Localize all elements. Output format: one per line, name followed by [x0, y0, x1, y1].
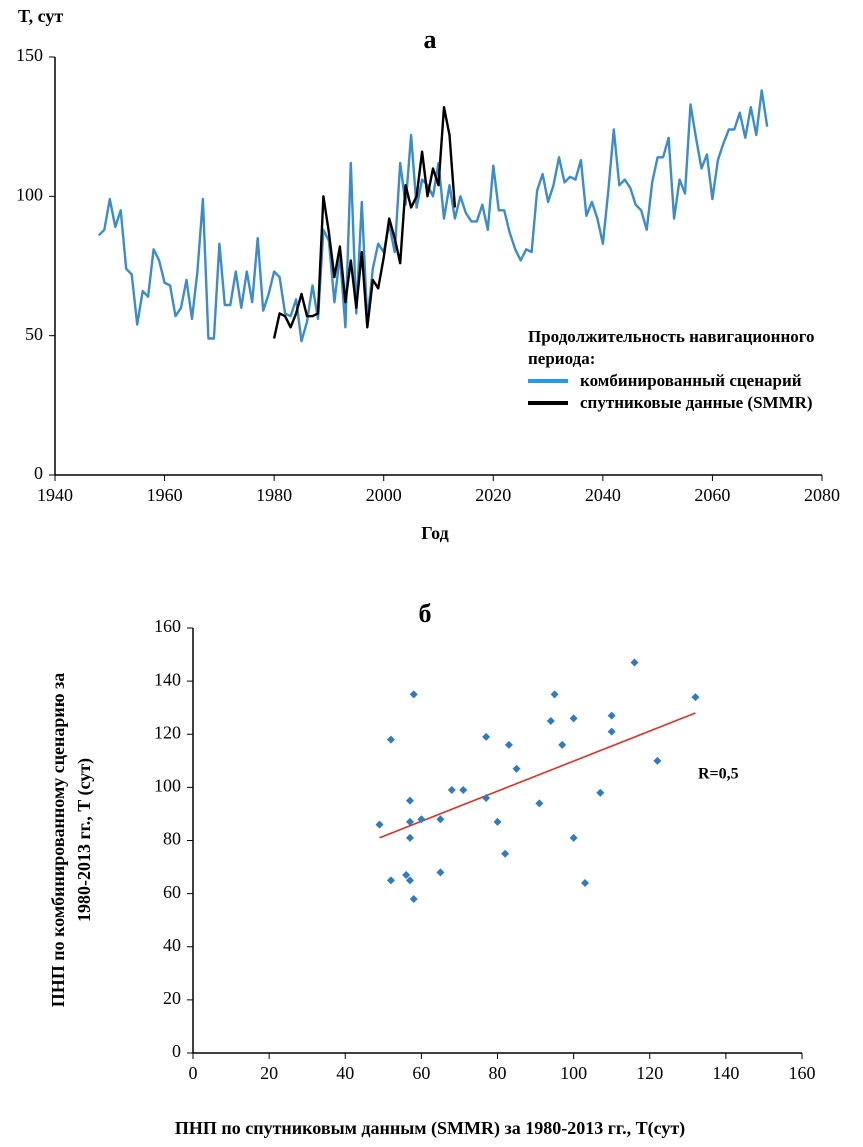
y-axis-label: 1980-2013 гг., T (сут)	[74, 758, 95, 922]
y-tick-label: 80	[163, 829, 181, 849]
x-tick-label: 1940	[37, 485, 73, 505]
chart-title: б	[419, 599, 432, 628]
y-tick-label: 100	[154, 776, 181, 796]
y-axis-label: ПНП по комбинированному сценарию за	[48, 673, 68, 1008]
y-tick-label: 60	[163, 882, 181, 902]
point	[447, 786, 456, 795]
point	[630, 658, 639, 667]
y-tick-label: 50	[25, 324, 43, 344]
annotation: R=0,5	[698, 766, 739, 783]
y-tick-label: 40	[163, 935, 181, 955]
point	[405, 833, 414, 842]
chart-title: а	[424, 25, 437, 54]
point	[504, 740, 513, 749]
point	[581, 879, 590, 887]
x-axis-label: Год	[421, 523, 448, 543]
point	[402, 871, 411, 880]
x-tick-label: 20	[260, 1063, 278, 1083]
point	[417, 815, 426, 824]
x-tick-label: 160	[789, 1063, 816, 1083]
point	[386, 735, 395, 744]
point	[436, 868, 445, 877]
y-axis-label: T, сут	[18, 6, 63, 26]
point	[691, 693, 700, 702]
point	[409, 894, 418, 903]
x-tick-label: 40	[336, 1063, 354, 1083]
point	[569, 714, 578, 723]
legend-entry: комбинированный сценарий	[528, 370, 863, 392]
legend-label: комбинированный сценарий	[580, 371, 802, 390]
legend-swatch	[528, 401, 568, 405]
point	[409, 690, 418, 699]
point	[482, 794, 491, 802]
point	[550, 690, 559, 699]
x-tick-label: 60	[412, 1063, 430, 1083]
point	[405, 817, 414, 826]
legend: Продолжительность навигационного периода…	[528, 326, 863, 414]
y-tick-label: 160	[154, 616, 181, 636]
line	[272, 106, 457, 339]
point	[535, 799, 544, 808]
point	[596, 788, 605, 797]
y-tick-label: 120	[154, 722, 181, 742]
point	[607, 727, 616, 736]
y-tick-label: 0	[172, 1041, 181, 1061]
point	[501, 849, 510, 858]
y-tick-label: 140	[154, 669, 181, 689]
point	[386, 876, 395, 885]
point	[558, 740, 567, 749]
point	[493, 817, 502, 826]
x-tick-label: 80	[489, 1063, 507, 1083]
y-tick-label: 150	[16, 45, 43, 65]
y-tick-label: 0	[34, 463, 43, 483]
point	[405, 876, 414, 885]
point	[459, 786, 468, 795]
point	[569, 833, 578, 842]
x-tick-label: 2080	[804, 485, 840, 505]
x-tick-label: 140	[712, 1063, 739, 1083]
x-tick-label: 2000	[366, 485, 402, 505]
x-axis-label: ПНП по спутниковым данным (SMMR) за 1980…	[175, 1118, 685, 1139]
x-tick-label: 2020	[475, 485, 511, 505]
x-tick-label: 2040	[585, 485, 621, 505]
point	[607, 711, 616, 720]
x-tick-label: 2060	[694, 485, 730, 505]
point	[405, 796, 414, 805]
point	[482, 732, 491, 741]
trendline	[379, 712, 696, 839]
point	[546, 716, 555, 725]
y-tick-label: 100	[16, 184, 43, 204]
legend-label: спутниковые данные (SMMR)	[580, 393, 813, 412]
x-tick-label: 120	[636, 1063, 663, 1083]
point	[436, 815, 445, 824]
x-tick-label: 1960	[147, 485, 183, 505]
y-tick-label: 20	[163, 988, 181, 1008]
point	[375, 820, 384, 829]
x-tick-label: 100	[560, 1063, 587, 1083]
legend-swatch	[528, 379, 568, 383]
x-tick-label: 1980	[256, 485, 292, 505]
point	[653, 756, 662, 765]
line	[97, 89, 769, 343]
legend-title: Продолжительность навигационного периода…	[528, 327, 815, 368]
x-tick-label: 0	[189, 1063, 198, 1083]
legend-entry: спутниковые данные (SMMR)	[528, 392, 863, 414]
point	[512, 764, 521, 773]
